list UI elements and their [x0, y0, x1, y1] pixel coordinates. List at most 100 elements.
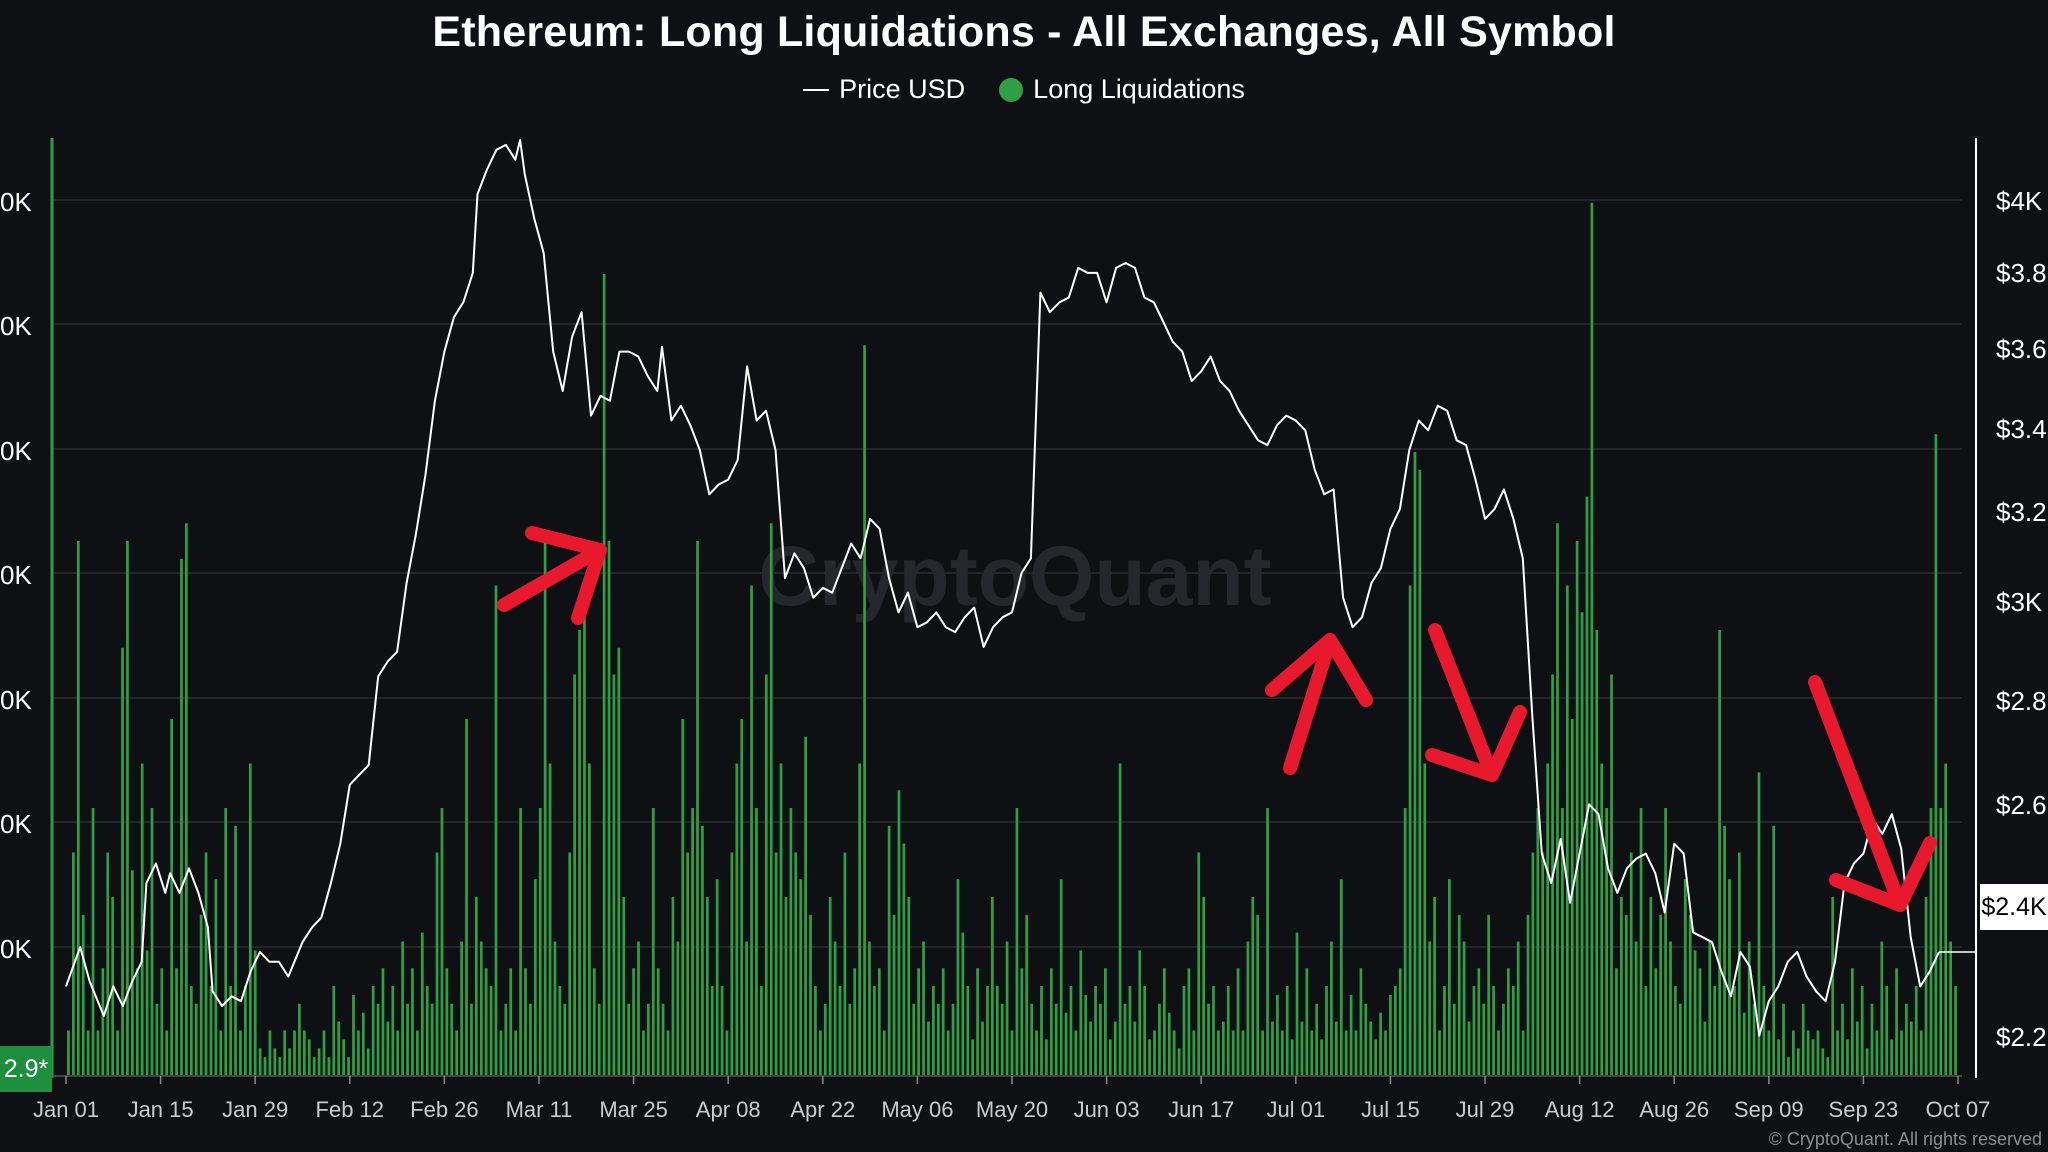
liquidation-bar — [499, 1030, 503, 1075]
liquidation-bar — [357, 1030, 360, 1075]
right-axis-tick-label: $2.2 — [1996, 1022, 2047, 1052]
liquidation-bar — [1949, 941, 1952, 1075]
liquidation-bar — [946, 1030, 950, 1075]
liquidation-bar — [1767, 1030, 1771, 1075]
liquidation-bar — [1295, 932, 1299, 1075]
liquidation-bar — [1531, 852, 1535, 1075]
liquidation-bar — [912, 1003, 916, 1075]
liquidation-bar — [1452, 1003, 1456, 1075]
right-axis-tick-label: $3.8 — [1996, 258, 2047, 288]
liquidation-bar — [1698, 968, 1702, 1075]
liquidation-bar — [1688, 914, 1692, 1075]
right-axis-tick-label: $3.2 — [1996, 497, 2047, 527]
liquidation-bar — [1860, 986, 1864, 1075]
liquidation-bar — [1207, 1003, 1210, 1075]
liquidation-bar — [1138, 950, 1142, 1075]
liquidation-bar — [1865, 1048, 1869, 1075]
liquidation-bar — [1772, 825, 1776, 1075]
liquidation-bar — [1924, 897, 1928, 1075]
liquidation-bar — [361, 1012, 365, 1075]
liquidation-bar — [1354, 1030, 1358, 1075]
x-axis-tick-label: May 06 — [881, 1097, 953, 1122]
liquidation-bar — [1649, 897, 1653, 1075]
liquidation-bar — [504, 1003, 508, 1075]
red-arrow-head — [525, 526, 607, 625]
liquidation-bar — [484, 968, 488, 1075]
liquidation-bar — [1900, 1030, 1903, 1075]
right-axis-tick-label: $3.6 — [1996, 334, 2047, 364]
liquidation-bar — [627, 1003, 631, 1075]
liquidation-bar — [597, 1003, 601, 1075]
liquidation-bar — [632, 968, 635, 1075]
liquidation-bar — [1683, 879, 1687, 1075]
liquidation-bar — [1516, 941, 1520, 1075]
liquidation-bar — [1035, 1030, 1038, 1075]
liquidation-bar — [1678, 1003, 1682, 1075]
liquidation-bar — [430, 1003, 434, 1075]
liquidation-bar — [1511, 986, 1515, 1075]
current-price-badge: $2.4K — [1980, 884, 2048, 930]
liquidation-bar — [961, 932, 965, 1075]
x-axis-tick-label: Sep 23 — [1829, 1097, 1899, 1122]
liquidation-bar — [1575, 541, 1579, 1075]
liquidation-bar — [293, 1030, 296, 1075]
liquidation-bar — [720, 986, 724, 1075]
liquidation-bar — [1089, 1021, 1092, 1075]
liquidation-bar — [450, 1003, 454, 1075]
liquidation-bar — [1438, 1030, 1441, 1075]
liquidation-bar — [1015, 808, 1019, 1075]
liquidation-bar — [951, 1003, 955, 1075]
liquidation-bar — [1615, 968, 1618, 1075]
liquidation-bar — [666, 1030, 670, 1075]
liquidation-bar — [637, 941, 640, 1075]
liquidation-bar — [1389, 994, 1392, 1075]
liquidation-bar — [1403, 808, 1407, 1075]
liquidation-bar — [312, 1057, 316, 1075]
liquidation-bar — [1241, 1030, 1245, 1075]
x-axis-tick-label: Sep 09 — [1734, 1097, 1804, 1122]
liquidation-bar — [1172, 1030, 1176, 1075]
liquidation-bar — [248, 763, 252, 1075]
liquidation-bar — [818, 1030, 822, 1075]
liquidation-bar — [479, 941, 483, 1075]
liquidation-bar — [1010, 1030, 1014, 1075]
liquidation-bar — [1153, 1030, 1156, 1075]
liquidation-bar — [1875, 1030, 1879, 1075]
liquidation-bar — [509, 968, 513, 1075]
liquidation-bar — [1777, 1039, 1780, 1075]
liquidation-bar — [927, 1021, 930, 1075]
liquidation-bar — [1123, 1003, 1127, 1075]
liquidation-bar — [1909, 1021, 1913, 1075]
liquidation-bar — [1339, 879, 1343, 1075]
liquidation-bar — [411, 968, 414, 1075]
liquidation-bar — [224, 808, 228, 1075]
legend-item-liquidations[interactable]: Long Liquidations — [999, 74, 1245, 105]
liquidation-bar — [1811, 1039, 1815, 1075]
liquidation-bar — [1556, 523, 1559, 1075]
price-usd-line — [65, 139, 1941, 1037]
x-axis-tick-label: Feb 12 — [316, 1097, 385, 1122]
liquidation-bar — [1742, 1012, 1746, 1075]
chart-legend: Price USD Long Liquidations — [0, 74, 2048, 105]
liquidation-bar — [1398, 968, 1402, 1075]
liquidation-bar — [1565, 585, 1569, 1075]
liquidation-bar — [91, 808, 95, 1075]
liquidation-bar — [1305, 968, 1309, 1075]
red-arrow-head — [1829, 836, 1937, 912]
liquidation-bar — [799, 879, 803, 1075]
liquidation-bar — [656, 968, 660, 1075]
liquidation-bar — [760, 986, 763, 1075]
liquidation-bar — [1639, 808, 1643, 1075]
legend-item-price[interactable]: Price USD — [803, 74, 965, 105]
liquidation-bar — [642, 1030, 645, 1075]
liquidation-bar — [1693, 950, 1697, 1075]
liquidation-bar — [1162, 968, 1166, 1075]
axes: 0K 0K 0K 0K 0K 0K 0K $4K $3.8 $3.6 $3.4 $3.2 $3K $2.8… — [0, 138, 2047, 1122]
liquidation-bar — [612, 674, 616, 1075]
liquidation-bar — [489, 986, 493, 1075]
liquidation-bar — [877, 968, 881, 1075]
red-arrow-head — [1425, 705, 1527, 782]
liquidation-bar — [1462, 941, 1466, 1075]
liquidation-bar — [696, 541, 699, 1075]
liquidation-bar — [1099, 1003, 1102, 1075]
